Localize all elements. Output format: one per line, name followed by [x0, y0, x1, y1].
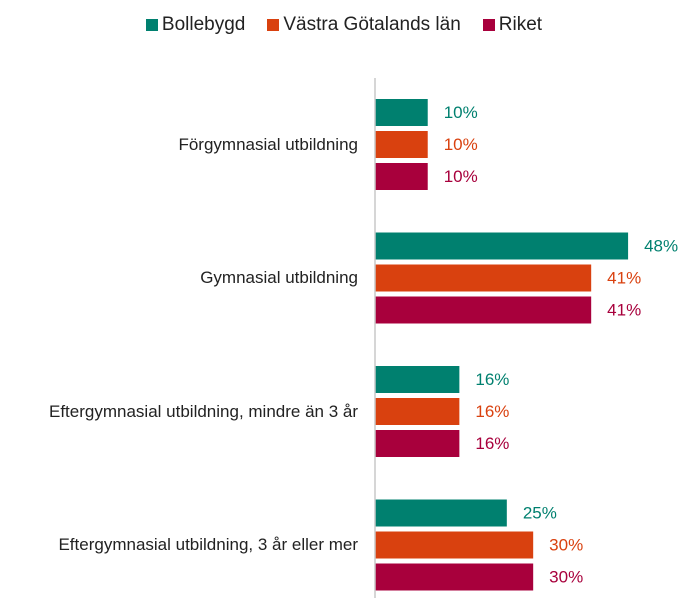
- category-text: Förgymnasial utbildning: [178, 134, 358, 154]
- bar: [375, 430, 460, 457]
- value-label: 41%: [607, 300, 641, 319]
- bar: [375, 163, 428, 190]
- legend-item: Riket: [482, 14, 543, 36]
- value-label: 48%: [644, 236, 678, 255]
- bar: [375, 131, 428, 158]
- category-label: Gymnasial utbildning: [200, 267, 358, 289]
- value-label: 16%: [475, 434, 509, 453]
- bar: [375, 232, 629, 260]
- category-label: Förgymnasial utbildning: [178, 134, 358, 156]
- bar: [375, 398, 460, 425]
- legend: Bollebygd Västra Götalands län Riket: [0, 14, 688, 36]
- legend-label: Västra Götalands län: [283, 14, 461, 35]
- category-text: Eftergymnasial utbildning, mindre än 3 å…: [49, 401, 358, 421]
- legend-swatch: [145, 19, 158, 31]
- value-label: 10%: [444, 103, 478, 122]
- bar: [375, 296, 592, 324]
- value-label: 41%: [607, 268, 641, 287]
- category-label: Eftergymnasial utbildning, 3 år eller me…: [58, 534, 358, 556]
- category-text: Eftergymnasial utbildning, 3 år eller me…: [58, 535, 358, 554]
- bar: [375, 563, 534, 591]
- value-label: 10%: [444, 135, 478, 154]
- bar: [375, 264, 592, 292]
- legend-label: Bollebygd: [161, 14, 246, 35]
- bar: [375, 499, 507, 527]
- value-label: 16%: [475, 370, 509, 389]
- legend-label: Riket: [498, 14, 543, 35]
- legend-swatch: [267, 19, 280, 31]
- legend-item: Bollebygd: [145, 14, 246, 36]
- value-label: 25%: [523, 503, 557, 522]
- bar: [375, 99, 428, 126]
- value-label: 30%: [549, 535, 583, 554]
- value-label: 16%: [475, 402, 509, 421]
- bar: [375, 366, 460, 393]
- legend-swatch: [482, 19, 495, 31]
- value-label: 10%: [444, 167, 478, 186]
- category-text: Gymnasial utbildning: [200, 268, 358, 287]
- bar: [375, 531, 534, 559]
- category-label: Eftergymnasial utbildning, mindre än 3 å…: [49, 401, 358, 423]
- value-label: 30%: [549, 567, 583, 586]
- legend-item: Västra Götalands län: [267, 14, 461, 36]
